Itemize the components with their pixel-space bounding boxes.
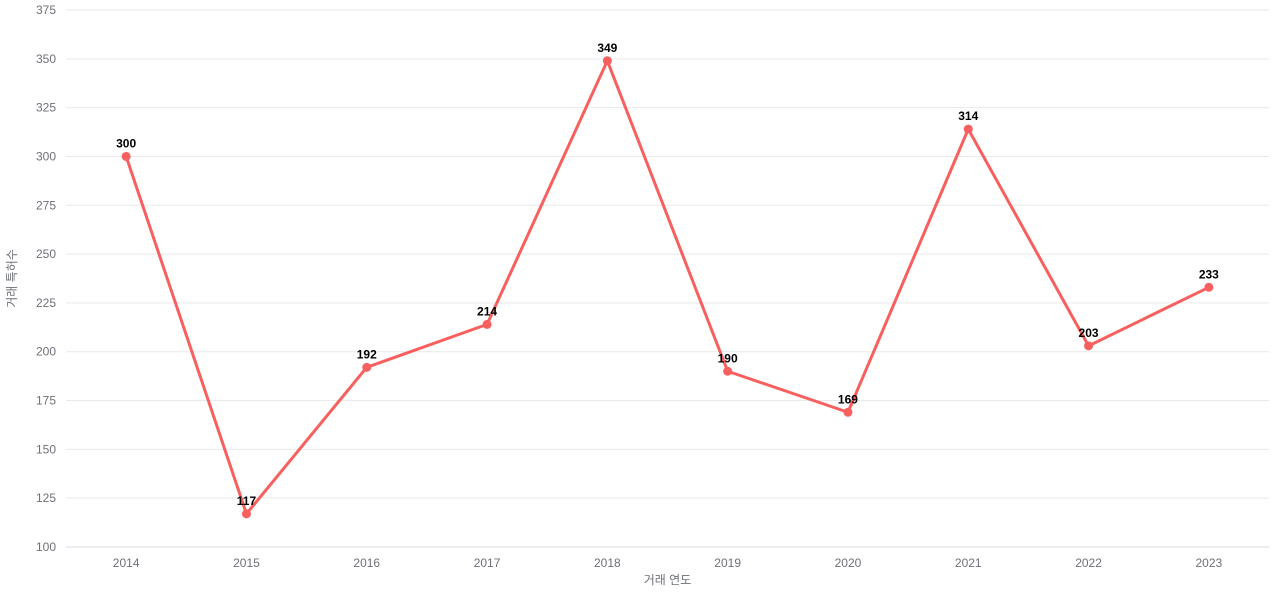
x-axis-tick-label: 2022	[1075, 556, 1102, 570]
y-axis-tick-label: 325	[36, 101, 56, 115]
data-point-label: 192	[357, 347, 377, 361]
x-axis-tick-label: 2016	[353, 556, 380, 570]
x-axis-tick-label: 2018	[594, 556, 621, 570]
y-axis-tick-label: 375	[36, 3, 56, 17]
x-axis-tick-label: 2023	[1195, 556, 1222, 570]
data-point-label: 349	[597, 41, 617, 55]
data-point[interactable]	[362, 362, 372, 372]
y-axis-tick-label: 275	[36, 198, 56, 212]
data-point[interactable]	[1084, 341, 1094, 351]
y-axis-tick-label: 100	[36, 540, 56, 554]
y-axis-tick-label: 350	[36, 52, 56, 66]
y-axis-tick-label: 300	[36, 149, 56, 163]
x-axis-tick-label: 2017	[474, 556, 501, 570]
data-point-label: 233	[1199, 267, 1219, 281]
data-point[interactable]	[1204, 282, 1214, 292]
y-axis-tick-label: 225	[36, 296, 56, 310]
data-point-label: 300	[116, 136, 136, 150]
data-point-label: 169	[838, 392, 858, 406]
line-series	[124, 59, 1211, 516]
x-axis-tick-label: 2020	[835, 556, 862, 570]
data-point-label: 190	[718, 351, 738, 365]
y-axis-tick-label: 175	[36, 394, 56, 408]
data-point-label: 117	[237, 494, 257, 508]
data-point[interactable]	[602, 56, 612, 66]
data-point[interactable]	[482, 319, 492, 329]
x-axis-tick-label: 2019	[714, 556, 741, 570]
data-point[interactable]	[121, 151, 131, 161]
data-point-label: 203	[1079, 326, 1099, 340]
data-point-label: 214	[477, 304, 497, 318]
y-axis-title: 거래 특허수	[5, 249, 19, 308]
x-axis-title: 거래 연도	[644, 573, 692, 587]
data-point[interactable]	[963, 124, 973, 134]
y-axis-tick-label: 200	[36, 345, 56, 359]
y-axis-tick-label: 150	[36, 442, 56, 456]
y-axis-tick-label: 125	[36, 491, 56, 505]
x-axis-tick-label: 2021	[955, 556, 982, 570]
x-axis-tick-label: 2014	[113, 556, 140, 570]
data-point-label: 314	[958, 109, 978, 123]
y-axis-tick-label: 250	[36, 247, 56, 261]
data-point[interactable]	[723, 366, 733, 376]
data-point[interactable]	[843, 407, 853, 417]
x-axis-tick-label: 2015	[233, 556, 260, 570]
data-point[interactable]	[241, 509, 251, 519]
